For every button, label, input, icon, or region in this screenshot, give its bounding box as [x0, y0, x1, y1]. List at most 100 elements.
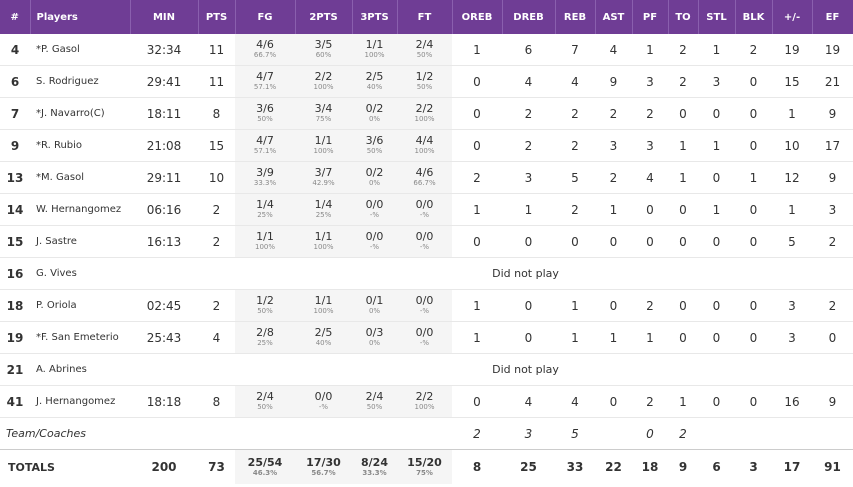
stat-cell: 06:16 [130, 193, 198, 226]
shooting-pct: 100% [414, 403, 435, 411]
shots-made-attempted: 1/1 [314, 230, 333, 243]
shooting-pct: 46.3% [252, 468, 278, 477]
shooting-pct: 56.7% [311, 468, 336, 477]
stat-cell: 1 [452, 193, 502, 226]
stat-cell [595, 417, 632, 450]
shooting-pct: 40% [366, 83, 383, 91]
stat-cell: 4 [632, 161, 668, 194]
stat-cell: 5 [555, 417, 595, 450]
shooting-pct: -% [419, 243, 430, 251]
shots-made-attempted: 0/1 [365, 294, 384, 307]
stat-cell: 4 [0, 34, 30, 66]
stat-cell: 2 [632, 289, 668, 322]
shots-made-attempted: 8/24 [361, 455, 388, 469]
shots-made-attempted: 2/5 [314, 326, 333, 339]
shooting-cell: 0/2 0% [352, 161, 397, 194]
stat-cell: 0 [698, 225, 735, 258]
shooting-cell: 2/2 100% [397, 385, 452, 418]
shots-made-attempted: 0/2 [365, 102, 384, 115]
stat-cell: 2 [502, 129, 555, 162]
stat-cell: 3 [772, 321, 812, 354]
shots-made-attempted: 4/7 [256, 70, 274, 83]
shooting-cell: 3/9 33.3% [235, 161, 295, 194]
shots-made-attempted: 0/0 [365, 230, 384, 243]
shots-made-attempted: 2/5 [365, 70, 384, 83]
shooting-cell: 1/4 25% [295, 193, 352, 226]
stat-cell: 0 [555, 225, 595, 258]
column-header: PF [632, 0, 669, 34]
column-header: REB [555, 0, 596, 34]
stat-cell: 0 [668, 225, 698, 258]
stat-cell: 0 [452, 65, 502, 98]
player-name: *J. Navarro(C) [30, 97, 130, 130]
stat-cell: 2 [198, 193, 235, 226]
shots-made-attempted: 3/5 [314, 38, 333, 51]
stat-cell: 2 [668, 417, 698, 450]
shooting-pct: 57.1% [253, 147, 277, 155]
player-row: 9 *R. Rubio 21:08 15 4/7 57.1% 1/1 100% 3/6 50% 4/… [0, 129, 853, 162]
dnp-note: Did not play [198, 353, 853, 386]
table-body: 4 *P. Gasol 32:34 11 4/6 66.7% 3/5 60% 1/1 100% 2/… [0, 34, 853, 484]
stat-cell: 9 [812, 385, 853, 418]
stat-cell: 2 [632, 97, 668, 130]
shots-made-attempted: 0/0 [415, 326, 434, 339]
stat-cell: 19 [812, 34, 853, 66]
stat-cell: 2 [452, 417, 502, 450]
shooting-cell: 0/1 0% [352, 289, 397, 322]
player-row: 14 W. Hernangomez 06:16 2 1/4 25% 1/4 25% 0/0 -% 0… [0, 193, 853, 226]
player-name: P. Oriola [30, 289, 130, 322]
shots-made-attempted: 3/4 [314, 102, 333, 115]
stat-cell: 2 [198, 225, 235, 258]
stat-cell: 21 [812, 65, 853, 98]
stat-cell: 0 [632, 193, 668, 226]
shooting-pct: 50% [416, 51, 433, 59]
shooting-pct: -% [369, 243, 380, 251]
shooting-pct: 66.7% [413, 179, 436, 187]
player-name: S. Rodriguez [30, 65, 130, 98]
stat-cell: 4 [555, 385, 595, 418]
column-header: EF [812, 0, 853, 34]
totals-label: TOTALS [8, 460, 55, 474]
stat-cell: 0 [595, 289, 632, 322]
stat-cell: 1 [772, 97, 812, 130]
shooting-cell: 15/20 75% [397, 449, 452, 484]
player-name: *M. Gasol [30, 161, 130, 194]
stat-cell: 29:11 [130, 161, 198, 194]
shooting-cell: 0/2 0% [352, 97, 397, 130]
stat-cell: 0 [735, 65, 772, 98]
shooting-pct: 75% [416, 468, 433, 477]
stat-cell: 3 [632, 65, 668, 98]
shooting-cell: 1/2 50% [235, 289, 295, 322]
shots-made-attempted: 4/7 [256, 134, 274, 147]
shooting-cell: 1/4 25% [235, 193, 295, 226]
shooting-cell: 1/1 100% [295, 225, 352, 258]
stat-cell: 12 [772, 161, 812, 194]
stat-cell: 4 [198, 321, 235, 354]
shooting-cell: 8/24 33.3% [352, 449, 397, 484]
player-row: 18 P. Oriola 02:45 2 1/2 50% 1/1 100% 0/1 0% 0/0 -%… [0, 289, 853, 322]
shooting-pct: 0% [368, 179, 381, 187]
stat-cell: 0 [735, 385, 772, 418]
stat-cell: 1 [452, 34, 502, 66]
stat-cell: 5 [555, 161, 595, 194]
shooting-pct: 50% [366, 147, 383, 155]
stat-cell: 0 [452, 385, 502, 418]
stat-cell [397, 417, 452, 450]
shots-made-attempted: 1/2 [415, 70, 434, 83]
stat-cell: 02:45 [130, 289, 198, 322]
stat-cell: 18:18 [130, 385, 198, 418]
shooting-cell: 0/0 -% [352, 193, 397, 226]
stat-cell: 1 [632, 321, 668, 354]
stat-cell: 7 [555, 34, 595, 66]
shooting-pct: 33.3% [362, 468, 387, 477]
shots-made-attempted: 0/0 [415, 198, 434, 211]
shooting-cell: 0/0 -% [295, 385, 352, 418]
stat-cell [295, 417, 352, 450]
stat-cell: 1 [632, 34, 668, 66]
shooting-pct: 100% [313, 243, 334, 251]
shooting-cell: 3/6 50% [352, 129, 397, 162]
shots-made-attempted: 0/0 [314, 390, 333, 403]
shooting-cell: 3/7 42.9% [295, 161, 352, 194]
stat-cell: 0 [452, 225, 502, 258]
stat-cell: 29:41 [130, 65, 198, 98]
